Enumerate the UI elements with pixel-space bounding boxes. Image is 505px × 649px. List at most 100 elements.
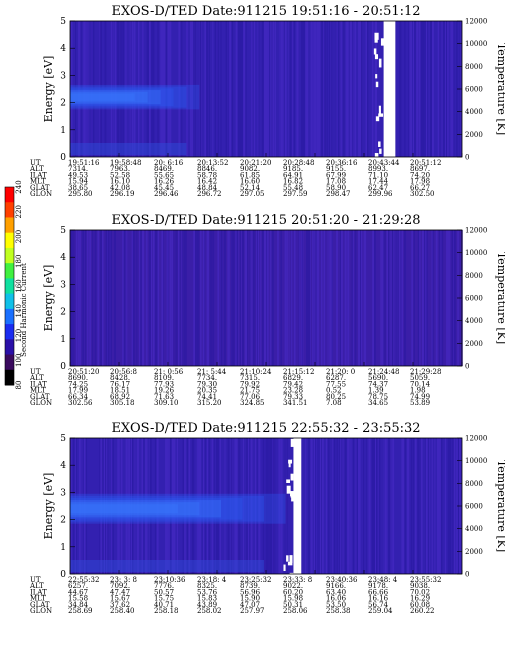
spectrogram-column bbox=[399, 21, 402, 157]
table-cell: 7314. bbox=[68, 165, 88, 173]
spectrogram-column bbox=[114, 21, 117, 157]
table-cell: 23:40:36 bbox=[326, 576, 358, 584]
spectrogram-column bbox=[356, 438, 358, 574]
spectrogram-column bbox=[129, 21, 132, 157]
spectrogram-column bbox=[451, 230, 454, 366]
spectrogram-column bbox=[383, 438, 385, 574]
spectrogram-column bbox=[107, 230, 110, 366]
table-cell: 62.47 bbox=[368, 184, 388, 192]
table-cell: 8697. bbox=[410, 165, 430, 173]
spectrogram-column bbox=[246, 438, 248, 574]
spectrogram-column bbox=[100, 230, 102, 366]
colorbar-swatch bbox=[5, 354, 14, 371]
y-axis-label: Energy [eV] bbox=[42, 265, 55, 332]
spectrogram-column bbox=[409, 21, 411, 157]
table-cell: 299.96 bbox=[368, 190, 393, 198]
spectrogram-column bbox=[202, 230, 205, 366]
spectrogram-column bbox=[167, 438, 169, 574]
colorbar-swatch bbox=[5, 278, 14, 295]
spectrogram-column bbox=[265, 230, 268, 366]
spectrogram-column bbox=[217, 230, 220, 366]
spectrogram-column bbox=[73, 230, 75, 366]
spectrogram-column bbox=[425, 438, 428, 574]
spectrogram-column bbox=[136, 21, 138, 157]
spectrogram-column bbox=[302, 21, 305, 157]
spectrogram-column bbox=[272, 21, 274, 157]
spectrogram-column bbox=[143, 438, 145, 574]
spectrogram-column bbox=[118, 438, 120, 574]
spectrogram-column bbox=[400, 230, 402, 366]
spectrogram-column bbox=[461, 230, 464, 366]
table-cell: 68.92 bbox=[110, 393, 130, 401]
spectrogram-column bbox=[363, 230, 366, 366]
spectrogram-column bbox=[354, 21, 356, 157]
spectrogram-column bbox=[176, 438, 179, 574]
table-cell: 297.05 bbox=[240, 190, 265, 198]
spectrogram-column bbox=[298, 230, 300, 366]
table-cell: 20:56:8 bbox=[110, 368, 137, 376]
table-cell: 296.46 bbox=[154, 190, 179, 198]
y2-tick-label: 12000 bbox=[465, 435, 487, 443]
spectrogram-column bbox=[168, 230, 170, 366]
table-cell: 298.47 bbox=[326, 190, 351, 198]
spectrogram-column bbox=[112, 21, 114, 157]
spectrogram-column bbox=[404, 21, 406, 157]
spectrogram-column bbox=[425, 438, 427, 574]
spectrogram-column bbox=[345, 21, 347, 157]
table-cell: 258.06 bbox=[283, 607, 308, 615]
table-row-label: UT bbox=[30, 576, 41, 584]
spectrogram-column bbox=[80, 21, 82, 157]
spectrogram-column bbox=[409, 21, 411, 157]
table-cell: 53.76 bbox=[197, 588, 218, 596]
y2-tick-label: 8000 bbox=[465, 480, 483, 488]
table-cell: 23:18: 4 bbox=[197, 576, 227, 584]
spectrogram-column bbox=[129, 438, 131, 574]
table-cell: 5059. bbox=[410, 374, 430, 382]
table-cell: 53.50 bbox=[326, 601, 346, 609]
spectrogram-column bbox=[325, 438, 328, 574]
panels: EXOS-D/TED Date:911215 19:51:16 - 20:51:… bbox=[29, 4, 505, 615]
spectrogram-column bbox=[390, 230, 393, 366]
spectrogram-column bbox=[453, 230, 455, 366]
table-cell: 47.47 bbox=[110, 588, 130, 596]
spectrogram-column bbox=[94, 230, 97, 366]
panel: EXOS-D/TED Date:911215 19:51:16 - 20:51:… bbox=[29, 4, 505, 198]
spectrogram-column bbox=[369, 438, 371, 574]
table-cell: 16.26 bbox=[154, 178, 175, 186]
table-cell: 47.07 bbox=[240, 601, 260, 609]
colorbar-label: Second Harmonic Current bbox=[20, 263, 28, 357]
spectrogram-column bbox=[392, 438, 394, 574]
table-cell: 40.71 bbox=[154, 601, 174, 609]
spectrogram-column bbox=[437, 21, 440, 157]
table-cell: 52.14 bbox=[240, 184, 261, 192]
spectrogram-column bbox=[206, 21, 208, 157]
spectrogram-column bbox=[354, 230, 357, 366]
spectrogram-column bbox=[309, 230, 311, 366]
table-cell: 79.33 bbox=[283, 393, 303, 401]
spectrogram-column bbox=[444, 438, 447, 574]
spectrogram-column bbox=[300, 230, 302, 366]
spectrogram-column bbox=[407, 438, 410, 574]
spectrogram-column bbox=[412, 21, 415, 157]
spectrogram-column bbox=[188, 438, 191, 574]
spectrogram-column bbox=[284, 438, 286, 574]
spectrogram-column bbox=[263, 230, 266, 366]
spectrogram-column bbox=[445, 21, 448, 157]
spectrogram-column bbox=[70, 230, 73, 366]
data-gap-speck bbox=[289, 555, 293, 564]
spectrogram-column bbox=[326, 21, 328, 157]
spectrogram-column bbox=[437, 438, 440, 574]
spectrogram-column bbox=[338, 21, 340, 157]
y-tick-label: 0 bbox=[60, 570, 66, 580]
spectrogram-column bbox=[239, 438, 241, 574]
spectrogram-column bbox=[111, 438, 112, 574]
spectrogram-column bbox=[190, 21, 193, 157]
table-cell: 77.06 bbox=[240, 393, 261, 401]
spectrogram-column bbox=[243, 21, 246, 157]
table-cell: 17.98 bbox=[410, 178, 430, 186]
spectrogram-column bbox=[103, 438, 106, 574]
table-cell: 21: 5:44 bbox=[197, 368, 227, 376]
table-row-label: GLON bbox=[30, 607, 52, 615]
spectrogram-column bbox=[449, 438, 451, 574]
spectrogram-column bbox=[239, 21, 241, 157]
